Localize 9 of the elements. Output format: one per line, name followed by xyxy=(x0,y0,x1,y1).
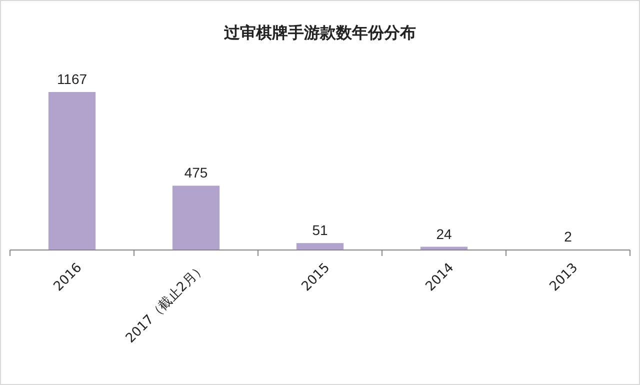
data-label: 475 xyxy=(184,164,208,181)
data-label: 24 xyxy=(436,226,452,242)
data-label: 2 xyxy=(564,228,572,245)
chart-title: 过审棋牌手游款数年份分布 xyxy=(223,23,416,42)
bar xyxy=(48,92,96,250)
data-label: 1167 xyxy=(56,71,88,87)
data-label: 51 xyxy=(312,222,328,238)
bar xyxy=(172,186,220,250)
bar xyxy=(296,243,344,250)
